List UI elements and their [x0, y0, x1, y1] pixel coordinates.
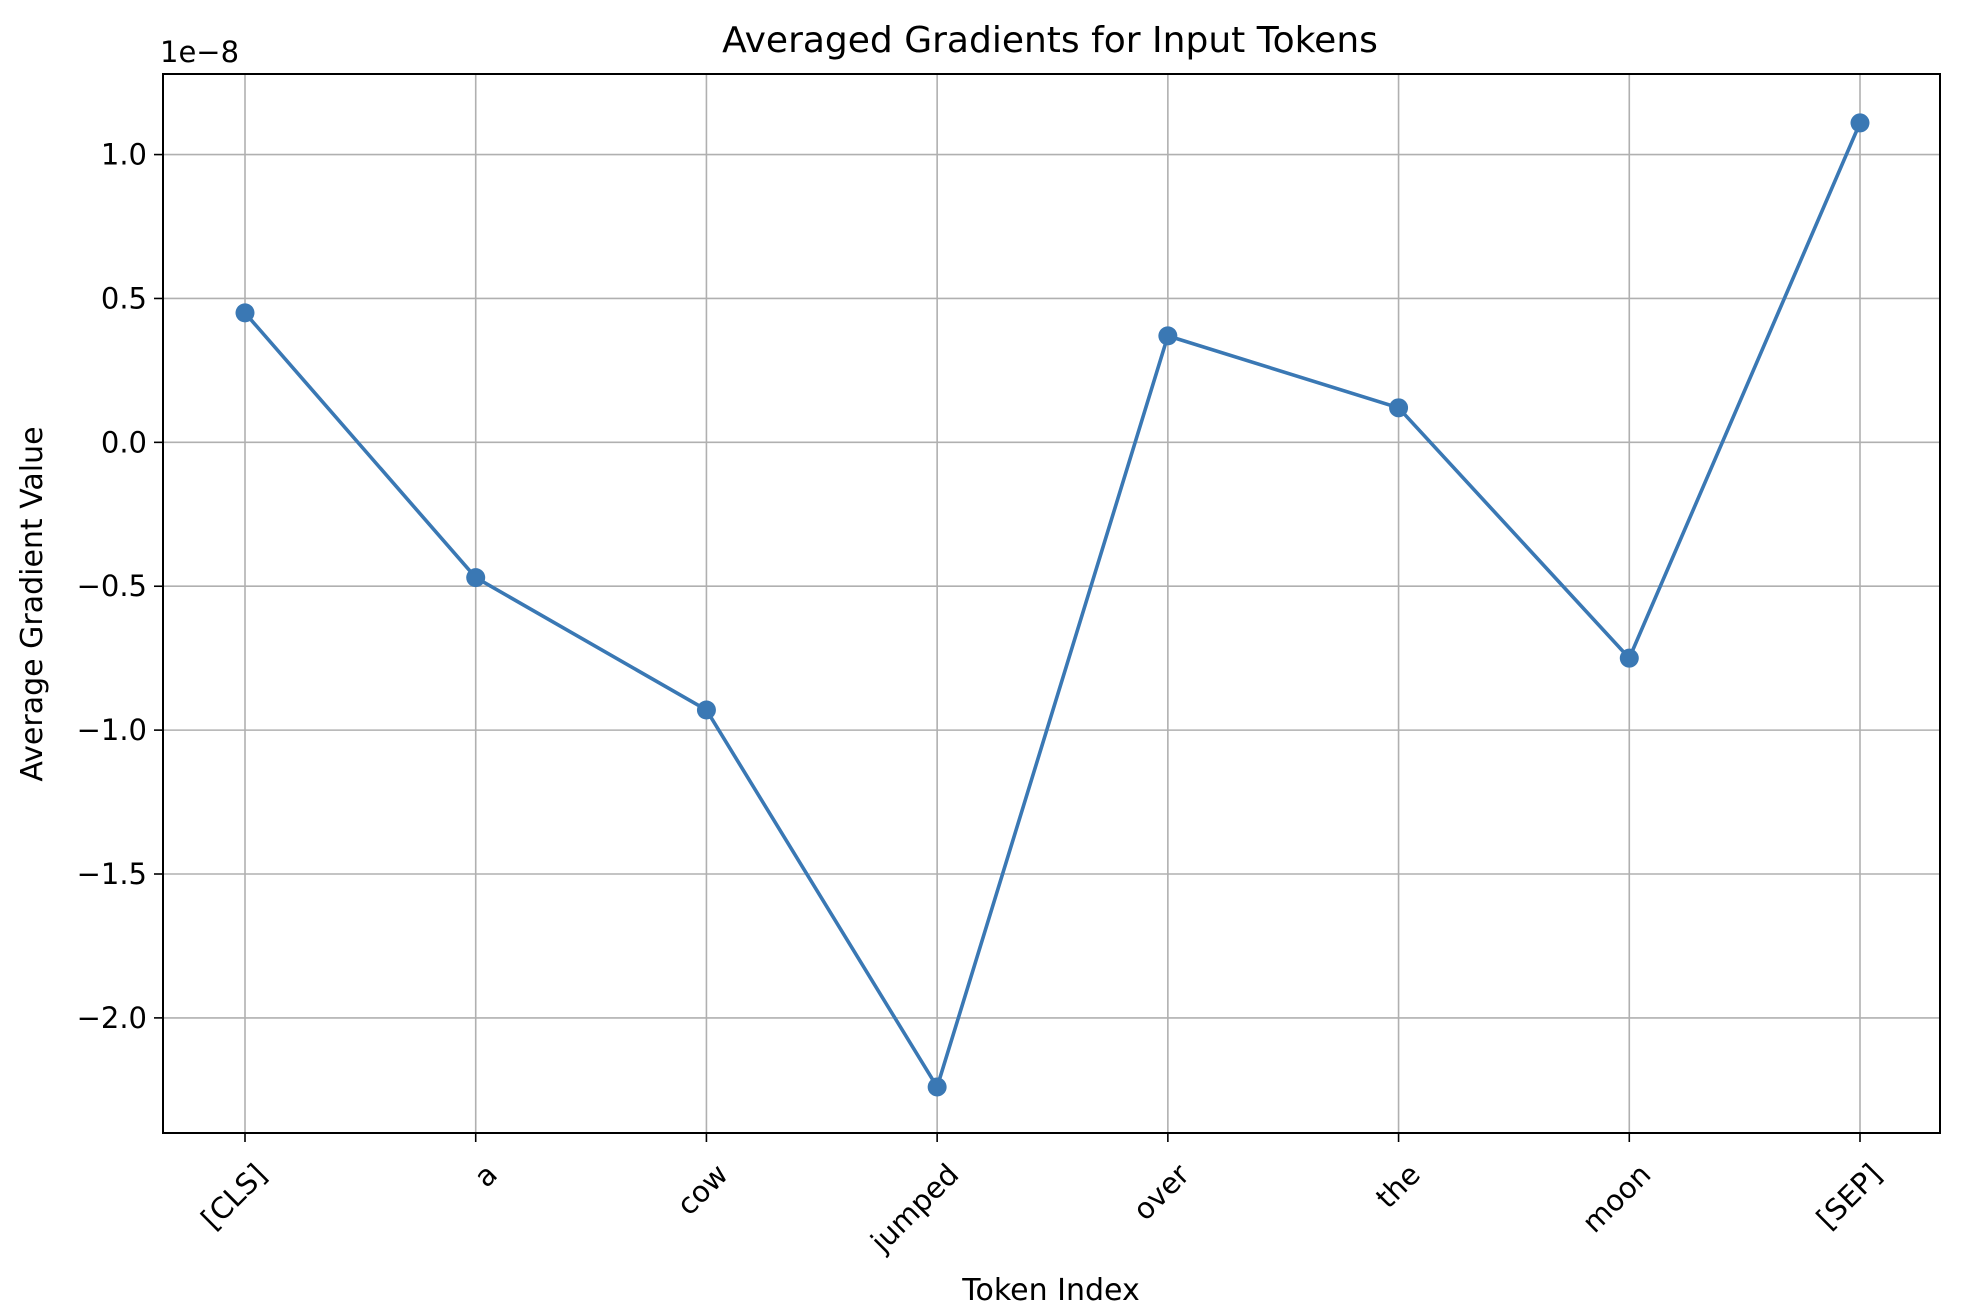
x-axis-label: Token Index	[961, 1273, 1139, 1308]
y-tick-label: −1.0	[77, 713, 147, 747]
y-tick-label: −2.0	[77, 1001, 147, 1035]
y-tick-label: 0.5	[101, 281, 147, 315]
y-tick-label: 0.0	[101, 425, 147, 459]
data-point-over	[1158, 326, 1178, 346]
data-series	[235, 113, 1870, 1097]
y-tick-labels: −2.0 −1.5 −1.0 −0.5 0.0 0.5 1.0	[77, 138, 147, 1035]
series-line	[243, 122, 1862, 1089]
data-point-a	[466, 568, 486, 588]
y-axis-label: Average Gradient Value	[15, 426, 50, 781]
y-tick-label: −0.5	[77, 569, 147, 603]
data-point-jumped	[927, 1077, 947, 1097]
axis-ticks	[154, 153, 1861, 1142]
data-point-moon	[1619, 648, 1639, 668]
data-point-sep	[1850, 113, 1870, 133]
plot-frame	[162, 73, 1941, 1134]
chart-title: Averaged Gradients for Input Tokens	[722, 20, 1378, 61]
data-point-the	[1389, 398, 1409, 418]
grid-lines	[163, 74, 1940, 1133]
data-point-cow	[696, 700, 716, 720]
y-tick-label: 1.0	[101, 138, 147, 172]
y-tick-label: −1.5	[77, 857, 147, 891]
data-point-cls	[235, 303, 255, 323]
y-offset-label: 1e−8	[160, 35, 239, 69]
